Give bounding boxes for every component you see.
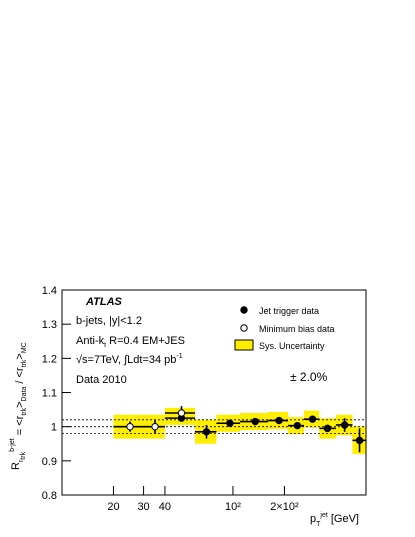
y-label-part: trk	[21, 359, 28, 367]
x-tick-label: 30	[137, 501, 149, 513]
energy-sup: -1	[176, 353, 182, 360]
data-point	[340, 421, 349, 429]
y-label-part: Data	[21, 387, 28, 402]
y-label-part: r	[18, 459, 25, 462]
band-label: ± 2.0%	[290, 370, 328, 384]
legend-marker	[240, 324, 248, 332]
algo-text: Anti-k	[76, 335, 105, 347]
legend-marker	[240, 306, 248, 314]
y-label-part: >	[14, 353, 26, 359]
y-axis-label: Rrtrkb-jet = <rtrk>Data / <rtrk>MC	[9, 342, 28, 470]
x-tick-label: 40	[159, 501, 171, 513]
x-tick-label: 2×10²	[270, 501, 299, 513]
x-tick-label: 10²	[225, 501, 241, 513]
y-tick-label: 1.4	[42, 285, 57, 297]
energy-label: √s=7TeV, ∫Ldt=34 pb-1	[76, 353, 183, 366]
y-tick-label: 1	[51, 422, 57, 434]
x-label-part: p	[310, 513, 316, 525]
experiment-label: ATLAS	[85, 296, 123, 308]
legend-label: Jet trigger data	[259, 306, 319, 316]
legend-label: Minimum bias data	[259, 324, 335, 334]
algo-label: Anti-kt R=0.4 EM+JES	[76, 335, 185, 349]
data-point	[251, 417, 259, 426]
data-point	[293, 421, 302, 430]
data-point	[177, 409, 186, 417]
data-point	[275, 416, 283, 425]
y-tick-label: 0.8	[42, 490, 57, 502]
y-label-part: / <r	[14, 367, 26, 387]
x-axis-label: pTjet [GeV]	[310, 512, 359, 528]
y-label-part: = <r	[14, 415, 26, 438]
y-label-part: R	[10, 462, 22, 470]
x-label-part: [GeV]	[328, 513, 359, 525]
dataset-label: Data 2010	[76, 374, 127, 386]
y-label-part: b-jet	[9, 438, 16, 452]
y-label-part: trk	[21, 407, 28, 415]
y-label-part: trk	[20, 451, 27, 459]
x-label-part: T	[316, 521, 321, 528]
y-label-part: >	[14, 401, 26, 407]
algo-text: R=0.4 EM+JES	[106, 335, 185, 347]
x-tick-label: 20	[107, 501, 119, 513]
data-point	[151, 422, 159, 431]
legend-marker	[234, 339, 254, 351]
y-tick-label: 0.9	[42, 456, 57, 468]
algo-sub: t	[104, 342, 106, 349]
data-point	[202, 428, 211, 436]
y-tick-label: 1.2	[42, 353, 57, 365]
energy-text: √s=7TeV, ∫Ldt=34 pb	[76, 354, 176, 366]
x-label-part: jet	[319, 512, 327, 519]
data-point	[355, 436, 364, 445]
data-point	[226, 419, 234, 427]
legend-label: Sys. Uncertainty	[259, 341, 325, 351]
data-point	[323, 424, 332, 433]
data-point	[126, 422, 134, 431]
y-tick-label: 1.1	[42, 388, 57, 400]
y-tick-label: 1.3	[42, 319, 57, 331]
y-label-part: MC	[21, 342, 28, 353]
selection-label: b-jets, |y|<1.2	[76, 315, 142, 327]
data-point	[308, 415, 317, 423]
